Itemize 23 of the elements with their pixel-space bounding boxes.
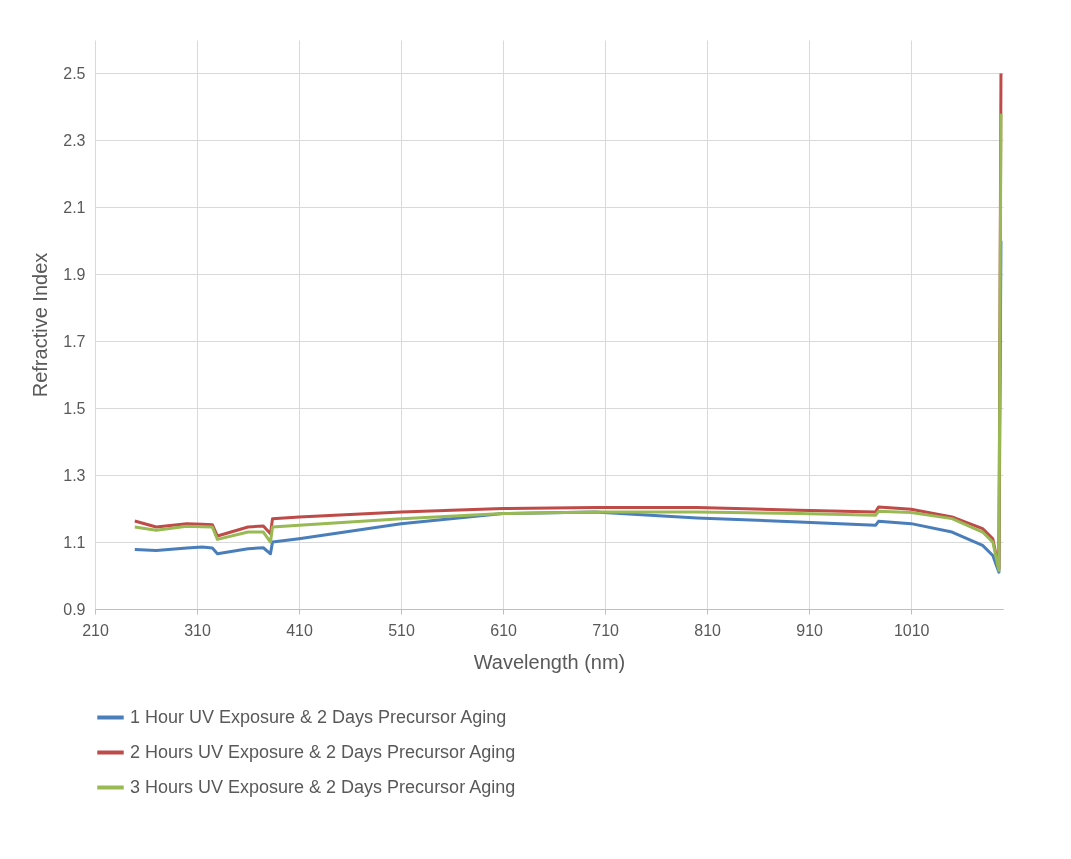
x-tick-label: 910 bbox=[796, 621, 824, 639]
y-tick-label: 2.1 bbox=[63, 198, 86, 216]
y-tick-label: 2.3 bbox=[63, 131, 86, 149]
y-tick-label: 0.9 bbox=[63, 600, 86, 618]
y-tick-label: 1.9 bbox=[63, 265, 86, 283]
x-tick-label: 810 bbox=[694, 621, 722, 639]
x-tick-label: 510 bbox=[388, 621, 416, 639]
x-tick-label: 1010 bbox=[893, 621, 930, 639]
x-tick-label: 410 bbox=[286, 621, 313, 639]
y-tick-label: 1.7 bbox=[63, 332, 86, 350]
x-axis-title: Wavelength (nm) bbox=[473, 650, 626, 673]
y-tick-label: 1.1 bbox=[63, 533, 86, 551]
x-tick-label: 310 bbox=[184, 621, 211, 639]
x-tick-label: 710 bbox=[592, 621, 620, 639]
x-tick-label: 610 bbox=[490, 621, 518, 639]
y-tick-label: 1.3 bbox=[63, 466, 86, 484]
legend-label: 2 Hours UV Exposure & 2 Days Precursor Aging bbox=[130, 741, 516, 762]
legend-label: 3 Hours UV Exposure & 2 Days Precursor Aging bbox=[130, 776, 516, 797]
y-tick-label: 1.5 bbox=[63, 399, 86, 417]
x-tick-label: 210 bbox=[82, 621, 109, 639]
y-tick-label: 2.5 bbox=[63, 64, 86, 82]
legend-label: 1 Hour UV Exposure & 2 Days Precursor Aging bbox=[130, 706, 507, 727]
y-axis-title: Refractive Index bbox=[29, 252, 52, 398]
